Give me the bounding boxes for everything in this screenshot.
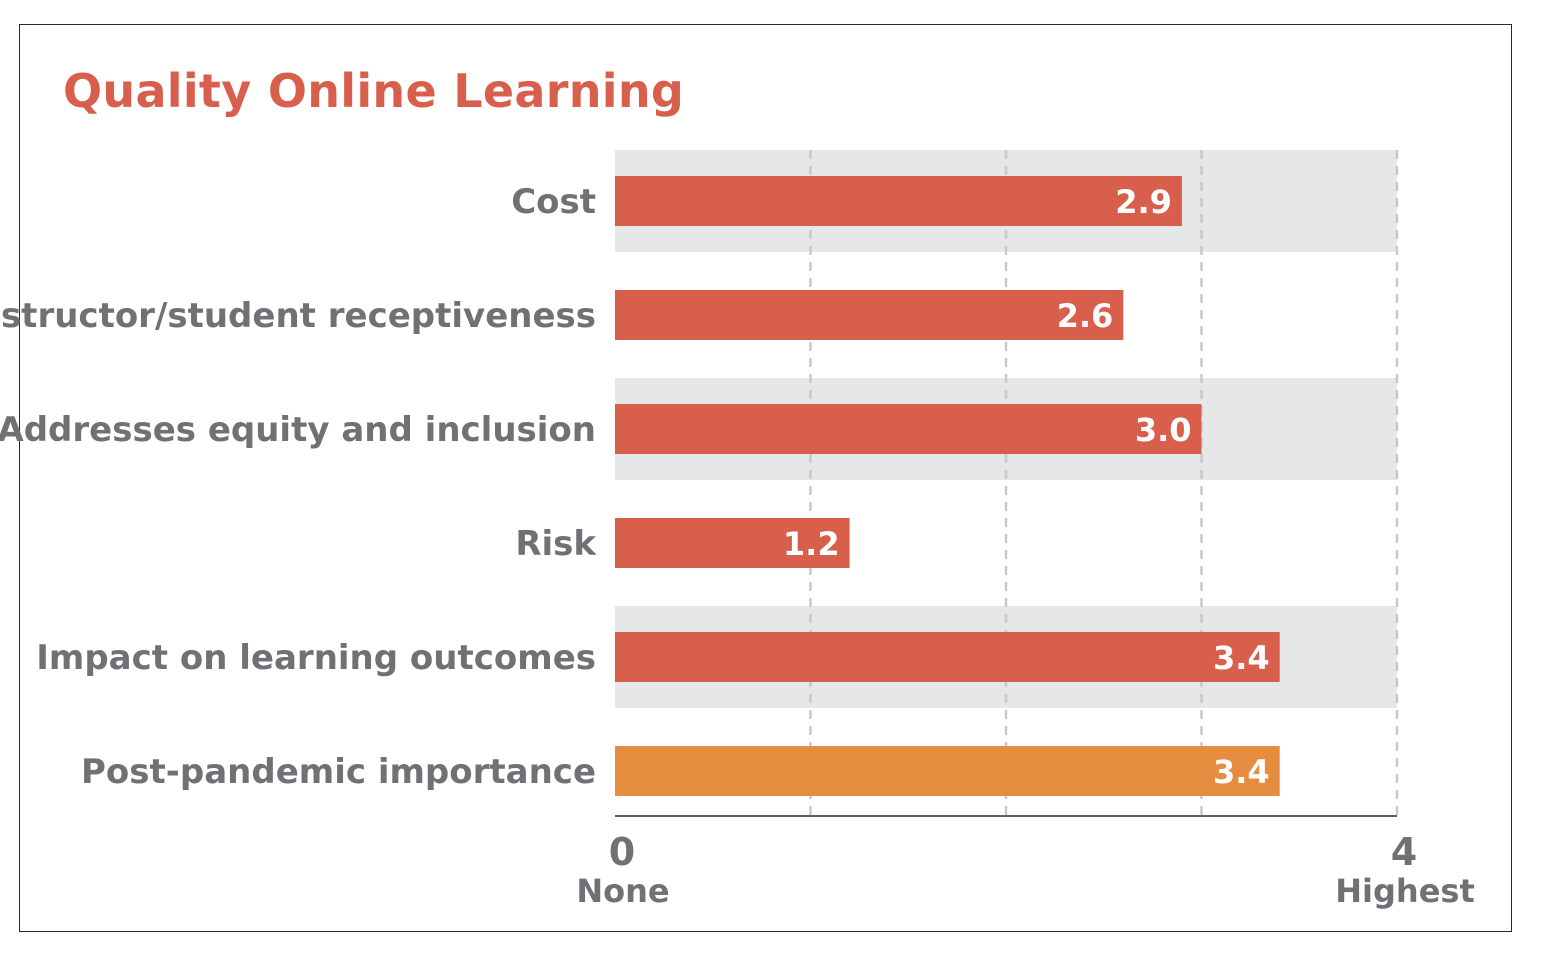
- category-label: Post-pandemic importance: [81, 752, 596, 792]
- category-label: Cost: [511, 182, 596, 222]
- category-label: Instructor/student receptiveness: [0, 296, 596, 336]
- bar: [615, 518, 850, 568]
- bar: [615, 176, 1182, 226]
- value-label: 3.4: [1213, 753, 1270, 791]
- bar: [615, 746, 1280, 796]
- value-label: 3.0: [1135, 411, 1192, 449]
- value-label: 2.6: [1057, 297, 1114, 335]
- bar: [615, 290, 1124, 340]
- bar: [615, 404, 1202, 454]
- value-label: 2.9: [1115, 183, 1172, 221]
- category-label: Addresses equity and inclusion: [0, 410, 596, 450]
- bar: [615, 632, 1280, 682]
- chart-title: Quality Online Learning: [63, 64, 685, 118]
- x-tick-label: 4: [1391, 830, 1417, 874]
- category-label: Impact on learning outcomes: [36, 638, 596, 678]
- x-tick-label: 0: [609, 830, 635, 874]
- x-tick-sublabel: None: [576, 872, 669, 910]
- value-label: 3.4: [1213, 639, 1270, 677]
- category-label: Risk: [515, 524, 597, 564]
- value-label: 1.2: [783, 525, 840, 563]
- x-tick-sublabel: Highest: [1335, 872, 1474, 910]
